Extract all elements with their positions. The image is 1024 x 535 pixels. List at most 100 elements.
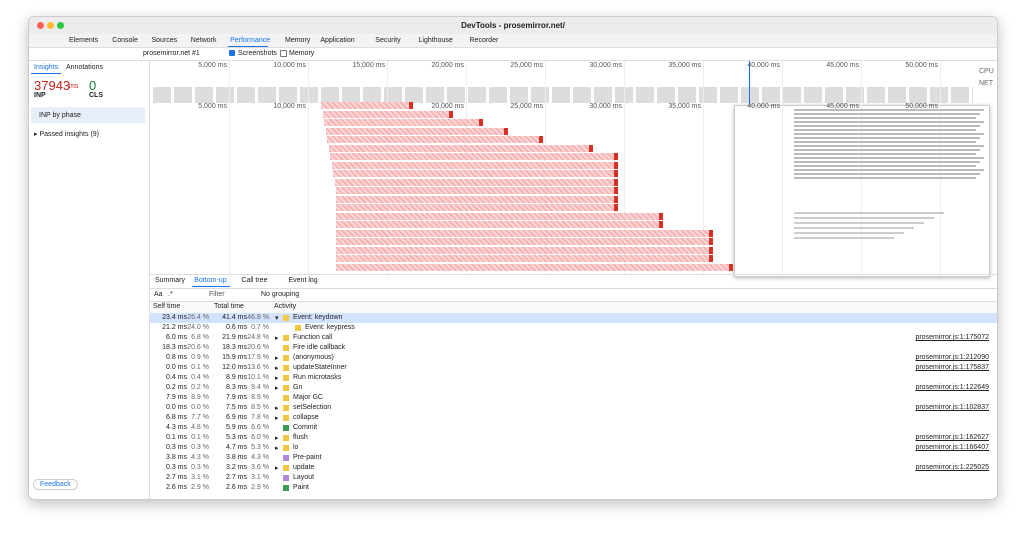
source-link[interactable]: prosemirror.js:1:175072	[915, 334, 989, 341]
activity-swatch	[283, 475, 289, 481]
passed-insights[interactable]: ▸ Passed insights (9)	[34, 131, 99, 138]
panel-tab[interactable]: Elements	[69, 37, 99, 44]
source-link[interactable]: prosemirror.js:1:212090	[915, 354, 989, 361]
activity-name[interactable]: lo	[293, 444, 299, 451]
total-percent: 8.5 %	[251, 404, 269, 411]
screenshot-text	[794, 217, 934, 219]
grid-line	[308, 61, 309, 274]
memory-label[interactable]: Memory	[289, 50, 315, 57]
activity-swatch	[283, 415, 289, 421]
overview-tick-label: 35,000 ms	[668, 62, 701, 69]
flame-tick-label: 35,000 ms	[668, 103, 701, 110]
total-percent: 7.8 %	[251, 414, 269, 421]
passed-insights-text[interactable]: Passed insights (9)	[39, 131, 99, 138]
cls-value: 0	[89, 78, 97, 93]
panel-tab[interactable]: Console	[112, 37, 138, 44]
activity-name[interactable]: Function call	[293, 334, 333, 341]
activity-swatch	[283, 445, 289, 451]
grouping-select[interactable]: No grouping	[261, 291, 300, 298]
screenshot-text	[794, 153, 976, 155]
flame-tick-label: 20,000 ms	[431, 103, 464, 110]
inp-by-phase[interactable]: INP by phase	[39, 112, 81, 119]
panel-tab[interactable]: Memory	[285, 37, 311, 44]
self-time: 4.3 ms	[165, 424, 187, 431]
activity-name[interactable]: Major GC	[293, 394, 323, 401]
flame-bar	[321, 102, 413, 109]
source-link[interactable]: prosemirror.js:1:162627	[915, 434, 989, 441]
screenshot-text	[794, 149, 980, 151]
column-header[interactable]: Activity	[274, 303, 297, 310]
screenshot-text	[794, 161, 980, 163]
filter-input[interactable]: Filter	[209, 291, 225, 298]
sidebar-tab[interactable]: Annotations	[66, 64, 103, 71]
panel-tab[interactable]: Security	[375, 37, 401, 44]
panel-tab[interactable]: Sources	[151, 37, 178, 44]
total-percent: 5.3 %	[251, 444, 269, 451]
zoom-button[interactable]	[57, 22, 64, 29]
flame-tick-label: 10,000 ms	[273, 103, 306, 110]
total-time: 2.7 ms	[225, 474, 247, 481]
activity-name[interactable]: update	[293, 464, 315, 471]
activity-name[interactable]: Fire idle callback	[293, 344, 346, 351]
feedback-button[interactable]: Feedback	[33, 479, 78, 490]
self-time: 0.0 ms	[165, 404, 187, 411]
minimize-button[interactable]	[47, 22, 54, 29]
activity-name[interactable]: Commit	[293, 424, 318, 431]
bottom-tab[interactable]: Summary	[155, 277, 185, 284]
source-link[interactable]: prosemirror.js:1:175837	[915, 364, 989, 371]
activity-name[interactable]: (anonymous)	[293, 354, 334, 361]
source-link[interactable]: prosemirror.js:1:225025	[915, 464, 989, 471]
panel-tab[interactable]: Lighthouse	[418, 37, 453, 44]
match-case[interactable]: Aa	[154, 291, 163, 298]
regex[interactable]: .*	[168, 291, 173, 298]
total-time: 2.6 ms	[225, 484, 247, 491]
activity-name[interactable]: Pre-paint	[293, 454, 322, 461]
overview-tick-label: 30,000 ms	[589, 62, 622, 69]
self-time: 18.3 ms	[162, 344, 187, 351]
activity-name[interactable]: Run microtasks	[293, 374, 342, 381]
panel-tab[interactable]: Recorder	[469, 37, 499, 44]
inp-label: INP	[34, 92, 46, 99]
recording-select[interactable]: prosemirror.net #1	[143, 50, 200, 57]
expand-arrow: ▸	[275, 435, 279, 442]
activity-name[interactable]: collapse	[293, 414, 319, 421]
total-percent: 3.6 %	[251, 464, 269, 471]
total-time: 18.3 ms	[222, 344, 247, 351]
activity-name[interactable]: Event: keydown	[293, 314, 343, 321]
expand-arrow: ▸	[275, 385, 279, 392]
activity-name[interactable]: setSelection	[293, 404, 332, 411]
flame-tick-label: 50,000 ms	[905, 103, 938, 110]
panel-tab[interactable]: Network	[190, 37, 217, 44]
source-link[interactable]: prosemirror.js:1:102837	[915, 404, 989, 411]
column-header[interactable]: Total time	[214, 303, 244, 310]
activity-name[interactable]: Paint	[293, 484, 309, 491]
activity-name[interactable]: Layout	[293, 474, 315, 481]
inp-phase-row[interactable]	[31, 107, 145, 123]
checkbox[interactable]	[280, 50, 287, 57]
bottom-tab[interactable]: Call tree	[241, 277, 268, 284]
bottom-tab[interactable]: Bottom-up	[194, 277, 227, 284]
activity-name[interactable]: Gn	[293, 384, 303, 391]
source-link[interactable]: prosemirror.js:1:122649	[915, 384, 989, 391]
activity-name[interactable]: Event: keypress	[305, 324, 355, 331]
activity-swatch	[283, 345, 289, 351]
self-percent: 20.6 %	[187, 344, 209, 351]
activity-name[interactable]: flush	[293, 434, 308, 441]
panel-tab[interactable]: Application	[320, 37, 355, 44]
sidebar-tab[interactable]: Insights	[34, 64, 59, 71]
panel-tab[interactable]: Performance	[230, 37, 271, 44]
activity-name[interactable]: updateStateInner	[293, 364, 347, 371]
screenshots-label[interactable]: Screenshots	[238, 50, 277, 57]
source-link[interactable]: prosemirror.js:1:166407	[915, 444, 989, 451]
activity-swatch	[283, 465, 289, 471]
checkbox[interactable]	[229, 50, 235, 56]
total-time: 7.9 ms	[225, 394, 247, 401]
close-button[interactable]	[37, 22, 44, 29]
tab-indicator	[228, 46, 269, 47]
self-percent: 2.9 %	[191, 484, 209, 491]
self-percent: 7.7 %	[191, 414, 209, 421]
column-header[interactable]: Self time	[153, 303, 181, 310]
total-percent: 2.9 %	[251, 484, 269, 491]
total-time: 15.9 ms	[222, 354, 247, 361]
bottom-tab[interactable]: Event log	[288, 277, 318, 284]
